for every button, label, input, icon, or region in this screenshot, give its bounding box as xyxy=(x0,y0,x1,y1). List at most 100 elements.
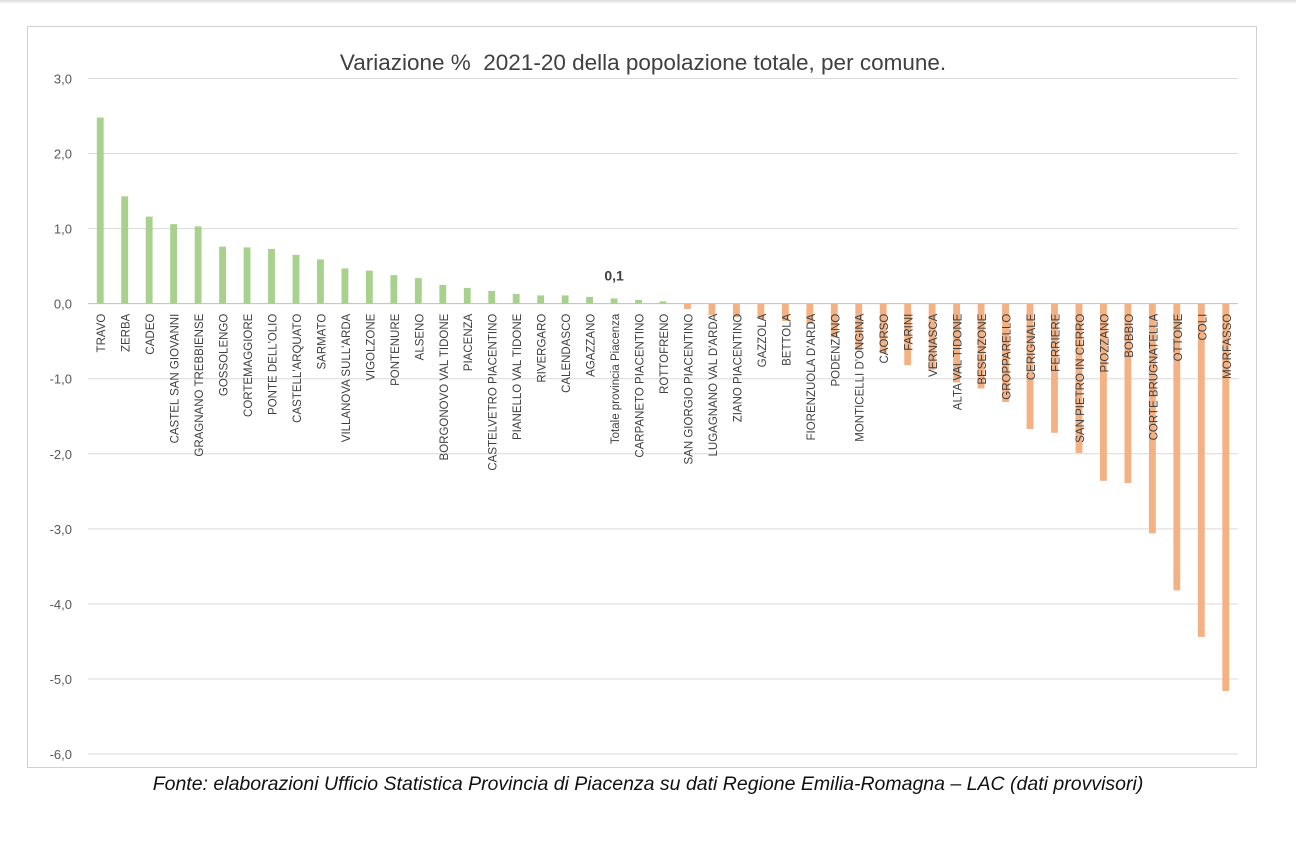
x-tick-label: MORFASSO xyxy=(1222,314,1234,379)
bar xyxy=(145,216,153,304)
bar xyxy=(219,246,226,304)
x-tick-label: CORTE BRUGNATELLA xyxy=(1148,313,1160,440)
bar xyxy=(1026,303,1034,430)
x-tick-label: PONTENURE xyxy=(390,313,402,386)
source-note: Fonte: elaborazioni Ufficio Statistica P… xyxy=(152,773,1144,795)
bar xyxy=(1051,303,1058,433)
y-tick-label: 3,0 xyxy=(54,72,72,87)
bar xyxy=(879,303,887,354)
x-tick-label: CASTELL'ARQUATO xyxy=(292,314,304,423)
x-tick-label: CASTEL SAN GIOVANNI xyxy=(170,314,182,444)
gridlines xyxy=(88,78,1238,755)
y-tick-label: -2,0 xyxy=(50,447,72,462)
x-tick-label: GAZZOLA xyxy=(757,313,769,367)
x-tick-label: PODENZANO xyxy=(830,314,842,387)
bar xyxy=(1148,303,1156,534)
bar xyxy=(1075,303,1083,454)
x-tick-label: CASTELVETRO PIACENTINO xyxy=(488,314,500,471)
bar xyxy=(121,196,129,304)
bar xyxy=(243,247,251,304)
x-tick-label: BESENZONE xyxy=(977,313,989,384)
y-tick-label: -1,0 xyxy=(50,372,72,387)
y-tick-label: 0,0 xyxy=(54,297,72,312)
x-tick-label: BOBBIO xyxy=(1124,314,1136,358)
y-tick-label: -3,0 xyxy=(50,522,72,537)
bar xyxy=(96,117,104,304)
y-tick-label: -6,0 xyxy=(50,747,72,762)
x-tick-label: BORGONOVO VAL TIDONE xyxy=(439,313,451,460)
data-label: 0,1 xyxy=(604,267,624,283)
bar xyxy=(1173,303,1181,591)
x-tick-label: CARPANETO PIACENTINO xyxy=(635,314,647,458)
annotations: 0,1 xyxy=(604,267,624,283)
x-tick-label: GROPPARELLO xyxy=(1002,314,1014,400)
bar xyxy=(953,303,961,383)
x-tick-label: SARMATO xyxy=(316,314,328,370)
bar xyxy=(757,303,765,319)
bar xyxy=(561,295,569,304)
bar xyxy=(317,259,324,304)
bar xyxy=(414,278,422,304)
bar xyxy=(904,303,912,366)
x-tick-label: GOSSOLENGO xyxy=(219,314,231,396)
bar xyxy=(732,303,740,318)
bar xyxy=(781,303,789,321)
y-axis: 3,0 2,0 1,0 0,0 -1,0 -2,0 -3,0 -4,0 -5,0 -6,0 xyxy=(50,72,72,763)
x-tick-label: VIGOLZONE xyxy=(365,313,377,380)
bar xyxy=(268,248,275,304)
bar xyxy=(684,303,691,309)
bar xyxy=(1124,303,1132,484)
bar xyxy=(292,254,300,304)
bar xyxy=(194,226,202,304)
x-tick-label: FARINI xyxy=(904,314,916,351)
x-tick-label: RIVERGARO xyxy=(537,314,549,383)
bar xyxy=(365,270,373,304)
bar xyxy=(390,275,398,304)
bar xyxy=(830,303,838,338)
bar xyxy=(1222,303,1230,691)
bar xyxy=(488,290,496,304)
x-tick-label: AGAZZANO xyxy=(586,314,598,377)
x-tick-label: SAN PIETRO IN CERRO xyxy=(1075,314,1087,443)
x-tick-label: GRAGNANO TREBBIENSE xyxy=(194,313,206,456)
bar xyxy=(512,293,520,304)
bar xyxy=(610,298,618,304)
x-tick-label: VERNASCA xyxy=(928,313,940,377)
x-tick-label: MONTICELLI D'ONGINA xyxy=(855,313,867,441)
bar xyxy=(977,303,985,389)
x-tick-label: BETTOLA xyxy=(781,313,793,366)
x-tick-label: CAORSO xyxy=(879,314,891,364)
bar xyxy=(659,301,667,304)
x-tick-label: TRAVO xyxy=(96,314,108,353)
x-tick-label: CORTEMAGGIORE xyxy=(243,313,255,417)
bar xyxy=(170,224,178,304)
x-tick-label: PIANELLO VAL TIDONE xyxy=(512,313,524,440)
bar xyxy=(855,303,863,351)
x-tick-label: ZIANO PIACENTINO xyxy=(732,314,744,423)
x-tick-label: PIACENZA xyxy=(463,313,475,371)
bar xyxy=(635,299,642,304)
x-tick-label: CALENDASCO xyxy=(561,314,573,393)
x-tick-label: PONTE DELL'OLIO xyxy=(268,314,280,415)
bar xyxy=(463,287,471,304)
top-border xyxy=(0,0,1296,4)
x-tick-label: SAN GIORGIO PIACENTINO xyxy=(683,314,695,465)
bar xyxy=(439,284,447,304)
x-tick-label: ALTA VAL TIDONE xyxy=(953,313,965,410)
y-tick-label: -4,0 xyxy=(50,597,72,612)
x-axis: TRAVO ZERBA CADEO CASTEL SAN GIOVANNI GRAGNA… xyxy=(96,313,1234,471)
y-tick-label: 2,0 xyxy=(54,147,72,162)
x-tick-label: VILLANOVA SULL'ARDA xyxy=(341,313,353,442)
x-tick-label: COLI xyxy=(1197,314,1209,341)
x-tick-label: FERRIERE xyxy=(1050,313,1062,371)
chart-title: Variazione % 2021-20 della popolazione t… xyxy=(340,50,946,75)
x-tick-label: LUGAGNANO VAL D'ARDA xyxy=(708,313,720,456)
bar xyxy=(1002,303,1009,402)
bar xyxy=(708,303,716,315)
y-tick-label: -5,0 xyxy=(50,672,72,687)
x-tick-label: PIOZZANO xyxy=(1099,314,1111,373)
bar xyxy=(537,295,545,304)
bar xyxy=(341,268,349,304)
bar xyxy=(806,303,814,324)
